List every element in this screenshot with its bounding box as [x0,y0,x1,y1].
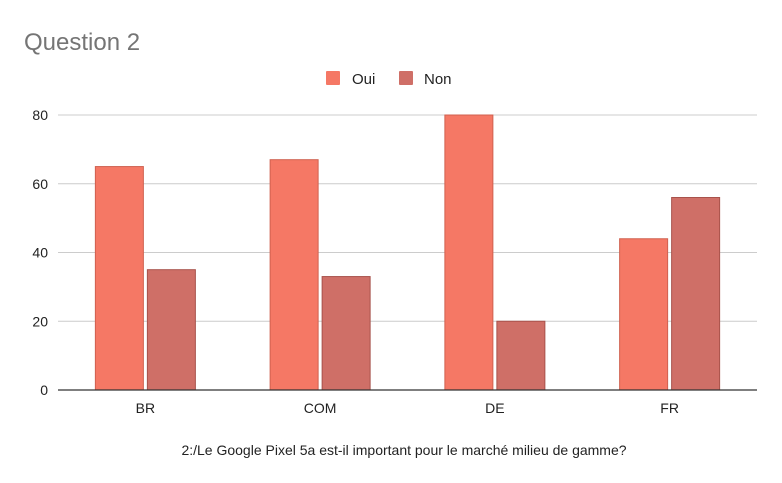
x-tick-label: COM [304,400,337,416]
x-axis-title: 2:/Le Google Pixel 5a est-il important p… [181,442,626,458]
x-axis-ticks: BR COM DE FR [136,400,679,416]
y-tick-label: 40 [32,245,48,261]
bar-non-fr [671,197,721,391]
bar-non-com [321,276,371,391]
bar-oui-com [269,159,319,391]
x-tick-label: BR [136,400,155,416]
bar-oui-br [94,166,144,391]
x-tick-label: FR [660,400,679,416]
y-tick-label: 80 [32,107,48,123]
y-tick-label: 60 [32,176,48,192]
legend-swatch-non [399,71,413,85]
y-tick-label: 0 [40,382,48,398]
bar-non-br [146,269,196,391]
y-axis-ticks: 0 20 40 60 80 [32,107,48,398]
y-tick-label: 20 [32,313,48,329]
legend-label-non: Non [424,71,452,88]
bar-non-de [496,320,546,391]
legend-swatch-oui [326,71,340,85]
chart-title: Question 2 [24,29,140,56]
x-tick-label: DE [485,400,504,416]
bar-oui-fr [619,238,669,391]
legend: Oui Non [326,71,452,88]
bars [94,114,721,391]
bar-oui-de [444,114,494,391]
legend-label-oui: Oui [352,71,375,88]
